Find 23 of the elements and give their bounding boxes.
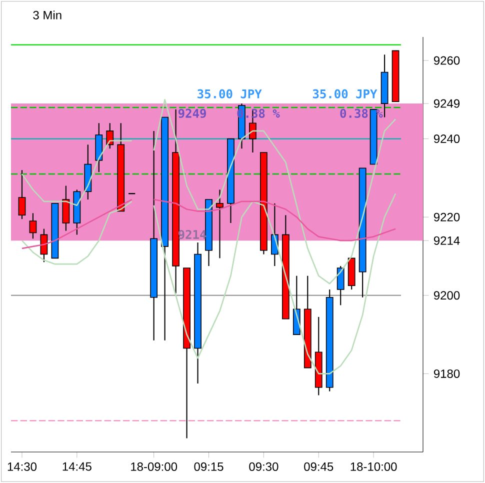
candlestick: [62, 185, 70, 232]
y-tick-label: 9200: [434, 291, 460, 300]
x-tick-label: 09:15: [194, 462, 224, 471]
candlestick: [336, 266, 344, 306]
annotation: 9249: [178, 108, 206, 118]
y-tick-label: 9180: [434, 369, 460, 378]
y-tick-label: 9260: [434, 56, 460, 65]
candlestick: [216, 189, 224, 259]
x-tick-label: 09:45: [304, 462, 334, 471]
annotation: 35.00 JPY: [312, 89, 378, 98]
candlestick: [18, 170, 26, 220]
y-tick-label: 9220: [434, 212, 460, 222]
y-tick-label: 9249: [434, 99, 460, 108]
x-tick-label: 18-09:00: [131, 462, 178, 471]
x-tick-label: 09:30: [249, 462, 278, 471]
x-tick-label: 14:45: [62, 462, 92, 471]
x-tick-label: 18-10:00: [350, 462, 397, 471]
annotation: 35.00 JPY: [198, 89, 262, 98]
candlestick: [29, 212, 37, 240]
y-tick-label: 9214: [434, 236, 460, 245]
x-tick-label: 14:30: [8, 462, 37, 471]
chart-title: 3 Min: [33, 10, 62, 20]
y-tick-label: 9240: [434, 134, 460, 144]
